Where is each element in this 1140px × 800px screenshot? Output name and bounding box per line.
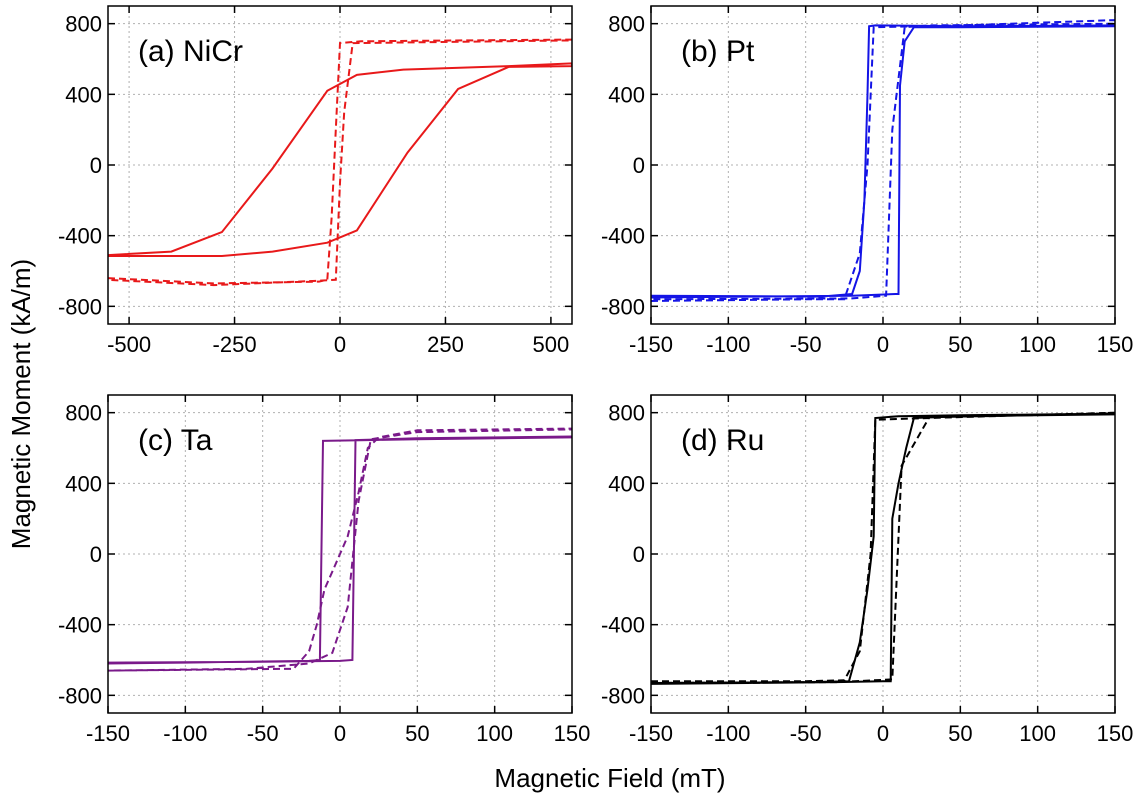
x-tick-label: 0: [334, 721, 346, 746]
series-line-solid: [108, 435, 572, 665]
x-tick-label: 50: [948, 721, 972, 746]
x-tick-label: -250: [213, 332, 257, 357]
x-tick-label: 0: [877, 721, 889, 746]
y-tick-label: 0: [90, 542, 102, 567]
y-tick-label: -400: [601, 224, 645, 249]
x-tick-label: 0: [877, 332, 889, 357]
plot-frame: [107, 5, 573, 325]
series-line-solid: [108, 62, 572, 257]
x-tick-label: 150: [1097, 721, 1134, 746]
y-tick-label: 0: [633, 153, 645, 178]
panel-a: -500 -250 0 250 500 -800 -400 0 400 800 (a) NiCr: [58, 5, 573, 357]
y-tick-label: 400: [608, 82, 645, 107]
series-line-dashed: [651, 19, 1115, 302]
x-tick-label: -150: [629, 721, 673, 746]
panel-label-a: (a) NiCr: [138, 35, 243, 68]
x-tick-label: 50: [948, 332, 972, 357]
y-tick-label: -400: [58, 613, 102, 638]
x-tick-label: 150: [554, 721, 591, 746]
panel-b: -150 -100 -50 0 50 100 150 -800 -400 0 400 800 (b) P…: [601, 5, 1134, 357]
y-tick-label: -400: [58, 224, 102, 249]
x-tick-label: 250: [427, 332, 464, 357]
x-axis-title: Magnetic Field (mT): [494, 763, 725, 793]
panel-c: -150 -100 -50 0 50 100 150 -800 -400 0 400 800 (c) T…: [58, 394, 591, 746]
panel-label-b: (b) Pt: [681, 35, 755, 68]
x-tick-label: 100: [1019, 721, 1056, 746]
x-tick-label: -50: [247, 721, 279, 746]
panel-label-d: (d) Ru: [681, 424, 764, 457]
y-tick-label: -800: [601, 294, 645, 319]
panel-d: -150 -100 -50 0 50 100 150 -800 -400 0 400 800 (d) R…: [601, 394, 1134, 746]
x-tick-label: -50: [790, 721, 822, 746]
panel-label-c: (c) Ta: [138, 424, 213, 457]
series-line-dashed: [108, 427, 572, 672]
x-tick-label: 100: [476, 721, 513, 746]
y-tick-label: -800: [58, 294, 102, 319]
y-tick-label: 800: [608, 401, 645, 426]
x-tick-label: -500: [107, 332, 151, 357]
x-tick-label: -150: [629, 332, 673, 357]
y-tick-label: 800: [65, 401, 102, 426]
series-line-dashed: [651, 411, 1115, 684]
x-tick-label: 150: [1097, 332, 1134, 357]
y-tick-label: 400: [608, 471, 645, 496]
plot-frame: [650, 394, 1116, 714]
y-tick-label: -800: [601, 683, 645, 708]
x-tick-label: 100: [1019, 332, 1056, 357]
y-tick-label: 800: [608, 12, 645, 37]
x-tick-label: -100: [163, 721, 207, 746]
series-line-solid: [651, 24, 1115, 299]
x-tick-label: 0: [334, 332, 346, 357]
x-tick-label: 50: [405, 721, 429, 746]
x-tick-label: -100: [706, 721, 750, 746]
y-tick-label: -800: [58, 683, 102, 708]
y-tick-label: 400: [65, 471, 102, 496]
y-tick-label: 0: [90, 153, 102, 178]
plot-frame: [107, 394, 573, 714]
y-tick-label: 400: [65, 82, 102, 107]
y-tick-label: 0: [633, 542, 645, 567]
plot-frame: [650, 5, 1116, 325]
x-tick-label: 500: [533, 332, 570, 357]
y-tick-label: -400: [601, 613, 645, 638]
x-tick-label: -150: [86, 721, 130, 746]
series-line-dashed: [108, 38, 572, 287]
y-axis-title: Magnetic Moment (kA/m): [6, 259, 36, 549]
y-tick-label: 800: [65, 12, 102, 37]
x-tick-label: -50: [790, 332, 822, 357]
x-tick-label: -100: [706, 332, 750, 357]
